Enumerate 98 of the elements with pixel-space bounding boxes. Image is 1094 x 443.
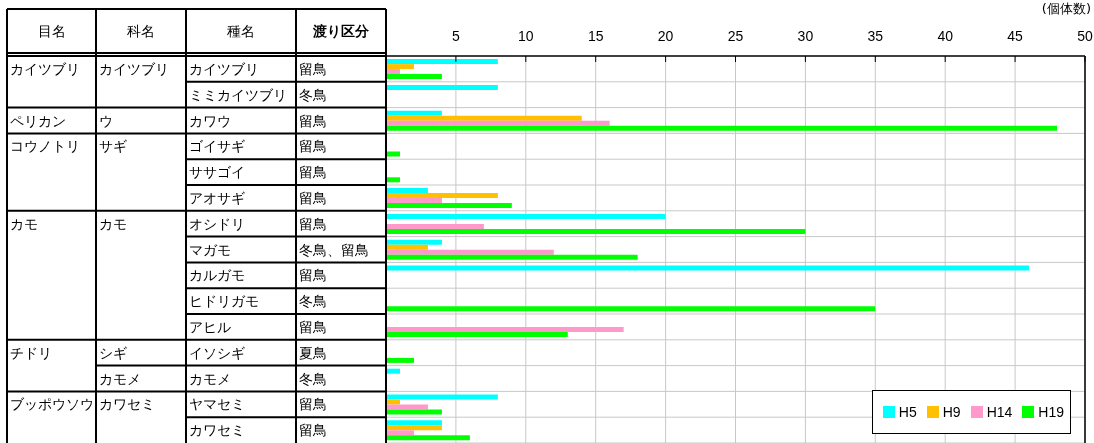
y-tick-label: カイツブリ: [189, 60, 259, 77]
bar: [386, 254, 638, 260]
x-tick-label: 35: [867, 28, 884, 44]
text: カモ: [10, 215, 38, 232]
y-tick-label: アオサギ: [189, 189, 245, 206]
bar: [386, 306, 876, 312]
text: カモ: [99, 215, 127, 232]
text: 冬鳥、留鳥: [299, 241, 369, 258]
text: コウノトリ: [10, 138, 80, 155]
x-tick-label: 40: [937, 28, 954, 44]
text: 留鳥: [299, 396, 327, 413]
legend-label: H5: [898, 404, 917, 420]
bar: [386, 404, 428, 410]
bar: [386, 120, 610, 126]
bar: [386, 228, 806, 234]
y-tick-label: カワウ: [189, 112, 231, 129]
text: 冬鳥: [299, 370, 327, 387]
x-tick-label: 20: [657, 28, 674, 44]
text: 留鳥: [299, 215, 327, 232]
y-tick-label: ササゴイ: [189, 164, 245, 181]
bar: [386, 177, 400, 183]
bar: [386, 249, 554, 255]
text: 留鳥: [299, 267, 327, 284]
x-tick-label: 10: [518, 28, 534, 44]
bar: [386, 327, 624, 333]
text: 留鳥: [299, 60, 327, 77]
bar: [386, 430, 414, 436]
text: 冬鳥: [299, 86, 327, 103]
text: ブッポウソウ: [10, 396, 94, 413]
bar: [386, 74, 442, 80]
bar: [386, 244, 428, 250]
y-tick-label: カワセミ: [189, 422, 245, 439]
bar: [386, 110, 442, 116]
bar: [386, 332, 568, 338]
x-tick-label: 25: [727, 28, 744, 44]
y-tick-label: オシドリ: [189, 215, 245, 232]
y-axis-title: 種名: [227, 23, 255, 39]
text: 冬鳥: [299, 293, 327, 310]
bar: [386, 59, 498, 65]
bar: [386, 394, 498, 400]
y-tick-label: ヤマセミ: [189, 396, 245, 413]
y-tick-label: マガモ: [189, 241, 231, 258]
y-tick-label: カルガモ: [189, 267, 245, 284]
y-tick-label: アヒル: [189, 318, 231, 335]
bar: [386, 69, 400, 75]
x-axis-title: (個体数): [1041, 1, 1091, 16]
text: ウ: [99, 112, 113, 129]
bar: [386, 203, 512, 209]
x-tick-label: 15: [587, 28, 604, 44]
bar: [386, 213, 666, 219]
text: カモメ: [99, 370, 141, 387]
text: 目名: [37, 23, 66, 39]
text: サギ: [99, 138, 127, 155]
y-tick-label: カモメ: [189, 370, 231, 387]
bar: [386, 64, 414, 70]
bar: [386, 239, 442, 245]
bar: [386, 425, 442, 431]
x-tick-label: 50: [1077, 28, 1093, 44]
text: 留鳥: [299, 318, 327, 335]
bar: [386, 435, 470, 441]
bar: [386, 265, 1030, 271]
bar: [386, 84, 498, 90]
legend-label: H14: [986, 404, 1013, 420]
text: シギ: [99, 344, 127, 361]
text: 留鳥: [299, 189, 327, 206]
bar: [386, 188, 428, 194]
text: 渡り区分: [312, 23, 370, 39]
text: カイツブリ: [10, 60, 80, 77]
bar: [386, 368, 400, 374]
text: 留鳥: [299, 112, 327, 129]
bar: [386, 409, 442, 415]
x-tick-label: 30: [797, 28, 814, 44]
bar: [386, 357, 414, 363]
bar: [386, 193, 498, 199]
y-tick-label: ヒドリガモ: [189, 293, 259, 310]
text: 留鳥: [299, 164, 327, 181]
text: 科名: [127, 23, 155, 39]
bar: [386, 115, 582, 121]
legend-label: H19: [1038, 404, 1064, 420]
bar: [386, 399, 400, 405]
bar: [386, 223, 484, 229]
bar: [386, 198, 442, 204]
text: カイツブリ: [99, 60, 169, 77]
bar: [386, 151, 400, 157]
bar: [386, 125, 1058, 131]
text: チドリ: [10, 344, 52, 361]
y-tick-label: ミミカイツブリ: [189, 86, 287, 103]
text: 夏鳥: [299, 344, 327, 361]
bar: [386, 420, 442, 426]
x-tick-label: 45: [1007, 28, 1024, 44]
legend-label: H9: [942, 404, 961, 420]
text: 留鳥: [299, 422, 327, 439]
text: カワセミ: [99, 396, 155, 413]
text: 留鳥: [299, 138, 327, 155]
x-tick-label: 5: [452, 28, 460, 44]
text: ペリカン: [10, 112, 66, 129]
y-tick-label: ゴイサギ: [189, 138, 245, 155]
y-tick-label: イソシギ: [189, 344, 245, 361]
